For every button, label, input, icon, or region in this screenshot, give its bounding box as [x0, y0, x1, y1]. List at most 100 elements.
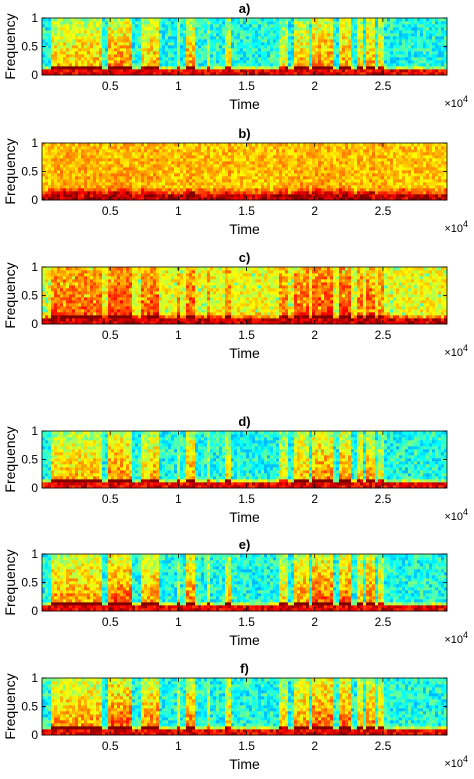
spectrogram-cell	[342, 143, 346, 147]
spectrogram-cell	[105, 194, 109, 198]
spectrogram-cell	[360, 54, 364, 58]
spectrogram-cell	[354, 146, 358, 150]
spectrogram-cell	[318, 54, 322, 58]
spectrogram-cell	[141, 143, 145, 147]
spectrogram-cell	[219, 60, 223, 64]
spectrogram-cell	[84, 149, 88, 153]
spectrogram-cell	[102, 161, 106, 165]
spectrogram-cell	[168, 60, 172, 64]
spectrogram-cell	[321, 185, 325, 189]
spectrogram-cell	[195, 24, 199, 28]
spectrogram-cell	[261, 33, 265, 37]
spectrogram-cell	[390, 164, 394, 168]
spectrogram-cell	[258, 21, 262, 25]
spectrogram-cell	[426, 63, 430, 67]
spectrogram-cell	[168, 173, 172, 177]
spectrogram-cell	[381, 161, 385, 165]
spectrogram-cell	[102, 24, 106, 28]
spectrogram-cell	[105, 176, 109, 180]
spectrogram-cell	[99, 60, 103, 64]
spectrogram-cell	[312, 170, 316, 174]
spectrogram-cell	[144, 191, 148, 195]
spectrogram-cell	[177, 48, 181, 52]
spectrogram-cell	[360, 33, 364, 37]
spectrogram-cell	[399, 30, 403, 34]
spectrogram-cell	[363, 36, 367, 40]
spectrogram-cell	[273, 27, 277, 31]
spectrogram-cell	[96, 30, 100, 34]
spectrogram-cell	[348, 194, 352, 198]
spectrogram-cell	[261, 60, 265, 64]
spectrogram-cell	[141, 149, 145, 153]
spectrogram-cell	[84, 152, 88, 156]
spectrogram-cell	[144, 152, 148, 156]
spectrogram-cell	[384, 146, 388, 150]
spectrogram-cell	[111, 48, 115, 52]
spectrogram-cell	[222, 179, 226, 183]
spectrogram-cell	[198, 39, 202, 43]
spectrogram-cell	[309, 30, 313, 34]
spectrogram-cell	[324, 146, 328, 150]
spectrogram-cell	[306, 152, 310, 156]
spectrogram-cell	[219, 24, 223, 28]
spectrogram-cell	[387, 24, 391, 28]
spectrogram-cell	[330, 63, 334, 67]
spectrogram-cell	[225, 30, 229, 34]
spectrogram-cell	[429, 63, 433, 67]
spectrogram-cell	[255, 45, 259, 49]
spectrogram-cell	[72, 182, 76, 186]
spectrogram-cell	[381, 164, 385, 168]
spectrogram-cell	[390, 185, 394, 189]
spectrogram-cell	[387, 57, 391, 61]
spectrogram-cell	[180, 152, 184, 156]
spectrogram-cell	[72, 164, 76, 168]
spectrogram-cell	[378, 21, 382, 25]
spectrogram-cell	[339, 24, 343, 28]
spectrogram-cell	[246, 197, 250, 201]
spectrogram-cell	[201, 48, 205, 52]
spectrogram-cell	[144, 179, 148, 183]
spectrogram-cell	[294, 69, 298, 73]
spectrogram-cell	[405, 173, 409, 177]
spectrogram-cell	[195, 176, 199, 180]
spectrogram-cell	[255, 48, 259, 52]
spectrogram-cell	[117, 194, 121, 198]
spectrogram-cell	[123, 24, 127, 28]
spectrogram-cell	[441, 45, 445, 49]
spectrogram-cell	[324, 63, 328, 67]
spectrogram-cell	[192, 197, 196, 201]
spectrogram-cell	[171, 167, 175, 171]
spectrogram-cell	[213, 21, 217, 25]
spectrogram-cell	[282, 42, 286, 46]
spectrogram-cell	[294, 72, 298, 76]
spectrogram-cell	[51, 21, 55, 25]
spectrogram-cell	[297, 39, 301, 43]
spectrogram-cell	[402, 191, 406, 195]
spectrogram-cell	[435, 36, 439, 40]
spectrogram-cell	[258, 146, 262, 150]
spectrogram-cell	[351, 143, 355, 147]
spectrogram-cell	[387, 18, 391, 22]
spectrogram-cell	[183, 179, 187, 183]
spectrogram-cell	[45, 194, 49, 198]
spectrogram-cell	[78, 54, 82, 58]
spectrogram-cell	[270, 179, 274, 183]
spectrogram-cell	[411, 57, 415, 61]
spectrogram-cell	[306, 191, 310, 195]
spectrogram-cell	[357, 66, 361, 70]
spectrogram-cell	[156, 164, 160, 168]
spectrogram-cell	[420, 45, 424, 49]
spectrogram-cell	[201, 18, 205, 22]
spectrogram-cell	[396, 197, 400, 201]
spectrogram-cell	[75, 191, 79, 195]
spectrogram-cell	[333, 51, 337, 55]
spectrogram-cell	[213, 27, 217, 31]
spectrogram-cell	[264, 36, 268, 40]
spectrogram-cell	[393, 194, 397, 198]
spectrogram-cell	[102, 51, 106, 55]
spectrogram-cell	[387, 72, 391, 76]
spectrogram-cell	[93, 146, 97, 150]
spectrogram-cell	[399, 167, 403, 171]
spectrogram-cell	[414, 39, 418, 43]
spectrogram-cell	[264, 69, 268, 73]
